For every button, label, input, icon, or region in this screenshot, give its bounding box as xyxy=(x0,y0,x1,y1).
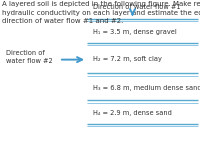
Text: H₄ = 2.9 m, dense sand: H₄ = 2.9 m, dense sand xyxy=(93,110,172,116)
Text: A layered soil is depicted in the following figure. Make reasonable assumptions : A layered soil is depicted in the follow… xyxy=(2,1,200,24)
Text: Direction of
water flow #2: Direction of water flow #2 xyxy=(6,51,53,64)
Text: H₃ = 6.8 m, medium dense sand: H₃ = 6.8 m, medium dense sand xyxy=(93,85,200,91)
Text: H₂ = 7.2 m, soft clay: H₂ = 7.2 m, soft clay xyxy=(93,56,162,62)
Text: Direction of water flow #1: Direction of water flow #1 xyxy=(93,4,180,10)
Text: H₁ = 3.5 m, dense gravel: H₁ = 3.5 m, dense gravel xyxy=(93,29,177,35)
